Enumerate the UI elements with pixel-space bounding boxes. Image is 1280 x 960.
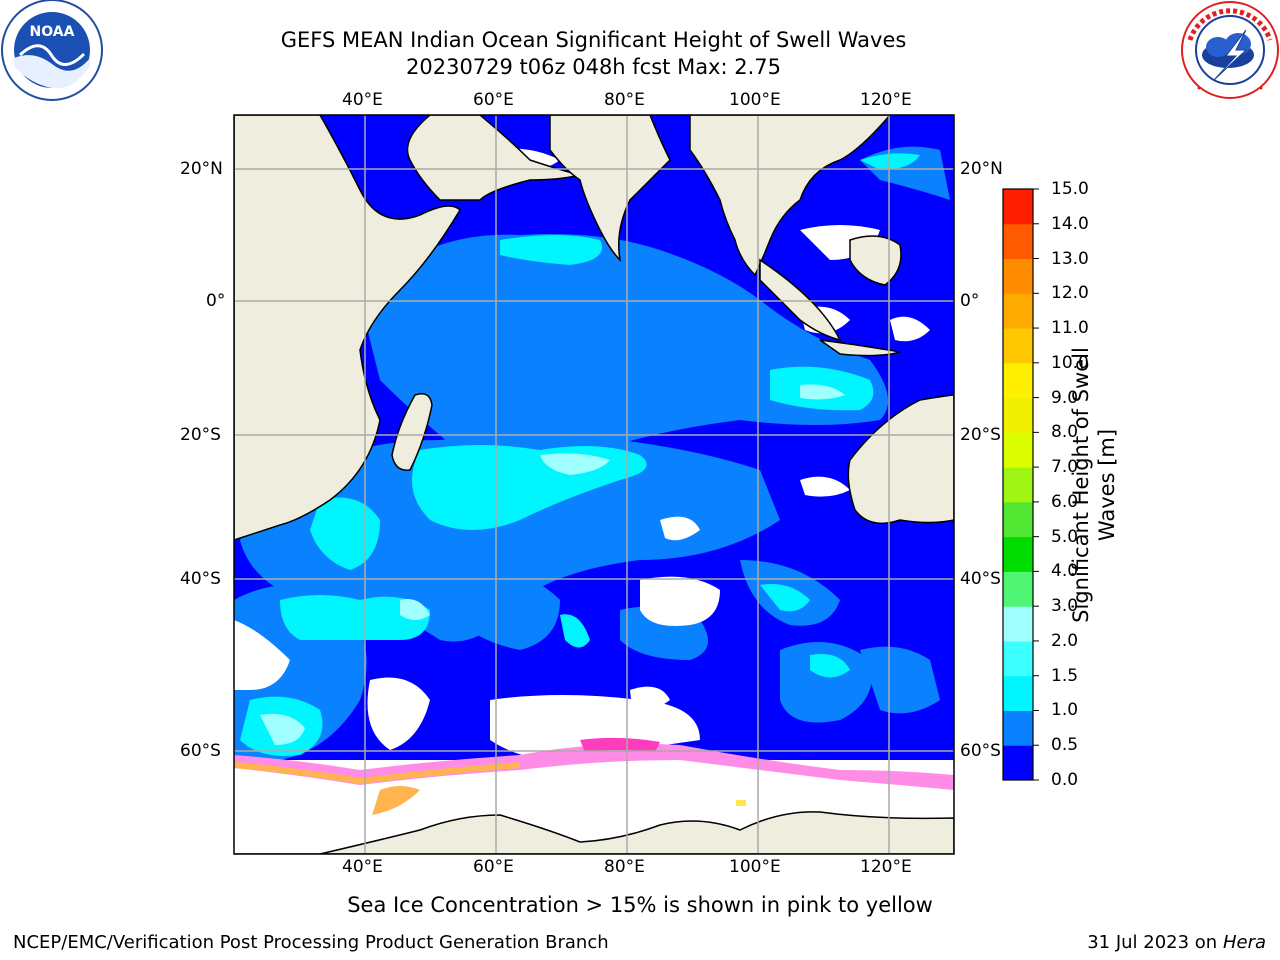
lon-tick-bottom: 100°E bbox=[729, 857, 781, 877]
colorbar-tick-label: 8.0 bbox=[1051, 422, 1079, 443]
map-title: GEFS MEAN Indian Ocean Significant Heigh… bbox=[280, 28, 907, 52]
swell-field-2m bbox=[260, 384, 845, 745]
colorbar-tick-label: 12.0 bbox=[1051, 283, 1089, 304]
colorbar-label: Significant Height of Swell Waves [m] bbox=[1069, 347, 1119, 623]
colorbar-tick-label: 4.0 bbox=[1051, 561, 1079, 582]
lon-tick-top: 40°E bbox=[342, 90, 383, 110]
lat-tick-right: 40°S bbox=[960, 569, 1001, 589]
colorbar-tick-label: 0.5 bbox=[1051, 735, 1079, 756]
colorbar-tick-label: 6.0 bbox=[1051, 491, 1079, 512]
colorbar-tick-label: 3.0 bbox=[1051, 596, 1079, 617]
colorbar-swatch bbox=[1003, 501, 1033, 538]
colorbar-tick-label: 11.0 bbox=[1051, 318, 1089, 339]
sumatra-land bbox=[759, 258, 842, 342]
india-land bbox=[549, 115, 671, 263]
run-date-text: 31 Jul 2023 on bbox=[1087, 932, 1223, 953]
java-land bbox=[819, 339, 901, 357]
colorbar-swatch bbox=[1003, 328, 1033, 364]
lon-tick-top: 60°E bbox=[473, 90, 514, 110]
colorbar-swatch bbox=[1003, 189, 1033, 225]
lat-tick-right: 20°N bbox=[960, 159, 1003, 179]
colorbar-swatch bbox=[1003, 258, 1033, 294]
colorbar-swatch bbox=[1003, 397, 1033, 433]
lat-tick-left: 20°N bbox=[180, 159, 223, 179]
lon-tick-top: 80°E bbox=[604, 90, 645, 110]
run-date: 31 Jul 2023 on Hera bbox=[1087, 932, 1266, 954]
borneo-land bbox=[849, 235, 902, 286]
colorbar-swatch bbox=[1003, 362, 1033, 399]
colorbar-swatch bbox=[1003, 432, 1033, 468]
colorbar-tick-label: 0.0 bbox=[1051, 770, 1079, 790]
lat-tick-left: 60°S bbox=[180, 741, 221, 761]
lat-tick-left: 20°S bbox=[180, 425, 221, 445]
colorbar-swatch bbox=[1003, 223, 1033, 260]
lat-tick-right: 60°S bbox=[960, 741, 1001, 761]
graticule bbox=[234, 115, 954, 854]
colorbar bbox=[1003, 188, 1039, 781]
sea-ice-band bbox=[234, 737, 954, 815]
map-frame bbox=[233, 114, 955, 855]
colorbar-tick-label: 13.0 bbox=[1051, 248, 1089, 269]
antarctica-land bbox=[234, 811, 954, 854]
colorbar-tick-label: 5.0 bbox=[1051, 526, 1079, 547]
sea-ice-caption: Sea Ice Concentration > 15% is shown in … bbox=[0, 892, 1280, 918]
lat-tick-left: 0° bbox=[206, 291, 226, 311]
noaa-logo: NOAA bbox=[1, 0, 103, 101]
colorbar-swatch bbox=[1003, 640, 1033, 677]
colorbar-tick-label: 9.0 bbox=[1051, 387, 1079, 408]
colorbar-swatch bbox=[1003, 675, 1033, 711]
colorbar-tick-label: 7.0 bbox=[1051, 457, 1079, 478]
colorbar-tick-label: 2.0 bbox=[1051, 630, 1079, 651]
colorbar-frame bbox=[1002, 188, 1034, 781]
machine-name: Hera bbox=[1222, 932, 1266, 953]
map-area bbox=[234, 115, 954, 854]
colorbar-swatch bbox=[1003, 606, 1033, 642]
australia-land bbox=[847, 394, 954, 525]
noaa-logo-text: NOAA bbox=[30, 24, 75, 40]
colorbar-swatch bbox=[1003, 293, 1033, 329]
colorbar-tick-label: 1.5 bbox=[1051, 665, 1079, 686]
colorbar-swatch bbox=[1003, 467, 1033, 503]
lon-tick-bottom: 60°E bbox=[473, 857, 514, 877]
southeast-asia-land bbox=[689, 115, 891, 277]
lat-tick-right: 20°S bbox=[960, 425, 1001, 445]
lon-tick-top: 100°E bbox=[729, 90, 781, 110]
colorbar-tick-label: 10.0 bbox=[1051, 352, 1089, 373]
colorbar-tick-label: 15.0 bbox=[1051, 179, 1089, 199]
map-subtitle: 20230729 t06z 048h fcst Max: 2.75 bbox=[406, 55, 781, 79]
lon-tick-bottom: 80°E bbox=[604, 857, 645, 877]
colorbar-tick-label: 1.0 bbox=[1051, 700, 1079, 721]
africa-land bbox=[234, 115, 461, 541]
colorbar-tick-label: 14.0 bbox=[1051, 213, 1089, 234]
lat-tick-left: 40°S bbox=[180, 569, 221, 589]
lon-tick-top: 120°E bbox=[860, 90, 912, 110]
lon-tick-bottom: 120°E bbox=[860, 857, 912, 877]
colorbar-swatch bbox=[1003, 571, 1033, 607]
sea-ice-caption-text: Sea Ice Concentration > 15% is shown in … bbox=[347, 893, 933, 917]
land bbox=[234, 115, 954, 854]
colorbar-swatch bbox=[1003, 536, 1033, 572]
credit-text: NCEP/EMC/Verification Post Processing Pr… bbox=[13, 932, 609, 953]
colorbar-swatch bbox=[1003, 745, 1033, 781]
lon-tick-bottom: 40°E bbox=[342, 857, 383, 877]
colorbar-swatch bbox=[1003, 710, 1033, 746]
arabia-land bbox=[406, 115, 581, 201]
nws-logo bbox=[1181, 1, 1279, 99]
lat-tick-right: 0° bbox=[960, 291, 980, 311]
